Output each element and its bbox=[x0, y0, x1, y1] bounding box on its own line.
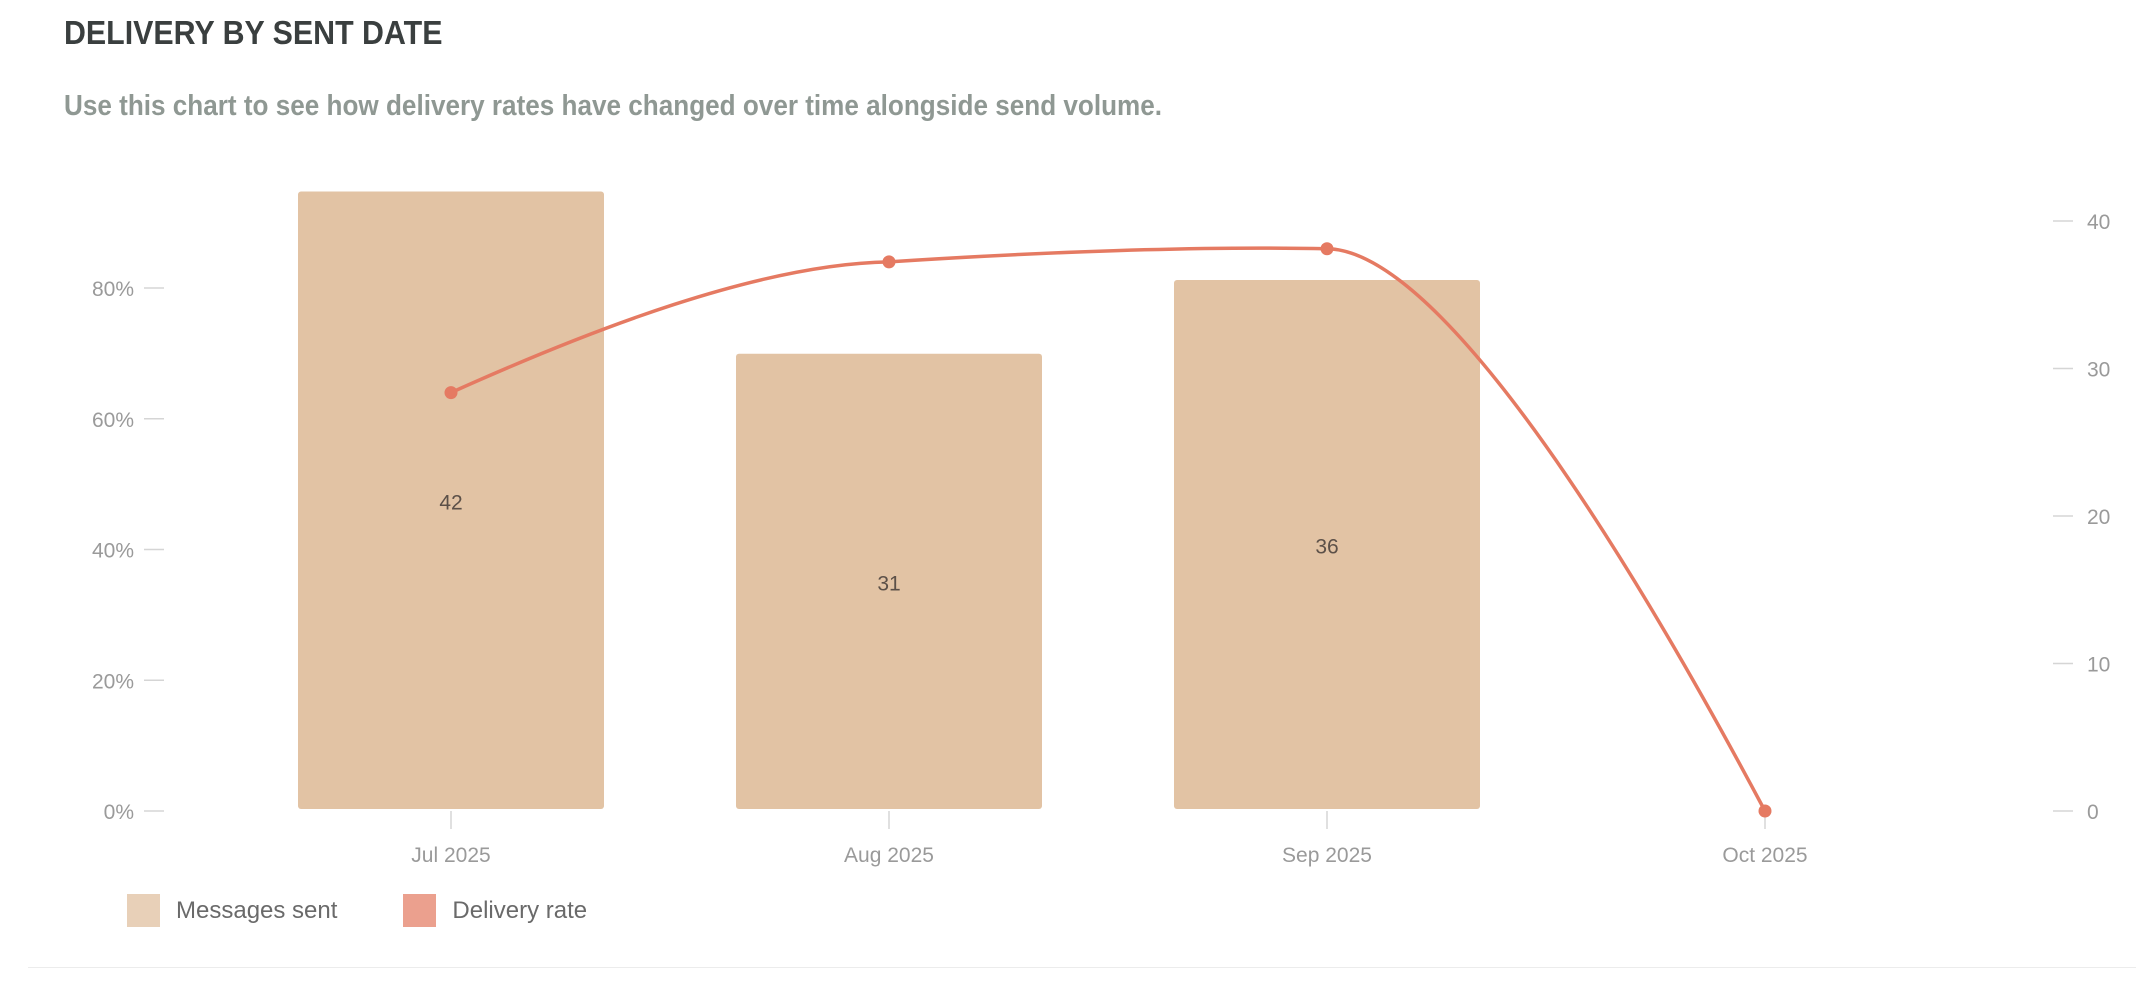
right-axis-tick-label: 20 bbox=[2087, 506, 2110, 529]
left-axis-tick-label: 80% bbox=[92, 278, 134, 301]
x-axis-tick-label: Jul 2025 bbox=[411, 844, 490, 867]
line-delivery-rate bbox=[449, 246, 1767, 813]
legend-label-messages-sent: Messages sent bbox=[176, 896, 338, 924]
chart-title: DELIVERY BY SENT DATE bbox=[64, 14, 443, 51]
bar-data-label: 36 bbox=[1315, 536, 1338, 559]
right-axis-tick-label: 40 bbox=[2087, 211, 2110, 234]
bar-messages-sent bbox=[736, 353, 1042, 809]
x-axis-tick-label: Aug 2025 bbox=[844, 844, 934, 867]
left-axis-tick-label: 40% bbox=[92, 540, 134, 563]
bar-data-label: 31 bbox=[877, 572, 900, 595]
bar-data-label: 42 bbox=[439, 491, 462, 514]
chart-legend: Messages sent Delivery rate bbox=[127, 894, 653, 927]
right-axis-tick-label: 0 bbox=[2087, 801, 2099, 824]
legend-label-delivery-rate: Delivery rate bbox=[452, 896, 588, 924]
bar-messages-sent bbox=[298, 191, 604, 809]
legend-item-messages-sent[interactable]: Messages sent bbox=[127, 894, 337, 927]
delivery-chart: 0% 20% 40% 60% 80% 0 10 20 30 40 42 31 36 Jul 2025 Aug… bbox=[92, 191, 2110, 867]
legend-swatch-delivery-rate bbox=[403, 894, 437, 927]
chart-subtitle: Use this chart to see how delivery rates… bbox=[64, 90, 1163, 122]
x-axis-tick-label: Sep 2025 bbox=[1282, 844, 1372, 867]
left-axis-tick-label: 60% bbox=[92, 409, 134, 432]
right-axis-tick-label: 10 bbox=[2087, 654, 2110, 677]
point-delivery-rate bbox=[444, 386, 458, 400]
point-delivery-rate bbox=[882, 255, 896, 269]
point-delivery-rate bbox=[1758, 804, 1772, 818]
legend-item-delivery-rate[interactable]: Delivery rate bbox=[403, 894, 587, 927]
legend-swatch-messages-sent bbox=[127, 894, 160, 927]
x-axis-tick-label: Oct 2025 bbox=[1722, 844, 1807, 867]
bottom-divider bbox=[28, 967, 2136, 968]
left-axis-tick-label: 0% bbox=[104, 801, 134, 824]
point-delivery-rate bbox=[1320, 242, 1334, 256]
bar-messages-sent bbox=[1174, 280, 1480, 809]
left-axis-tick-label: 20% bbox=[92, 670, 134, 693]
right-axis-tick-label: 30 bbox=[2087, 359, 2110, 382]
